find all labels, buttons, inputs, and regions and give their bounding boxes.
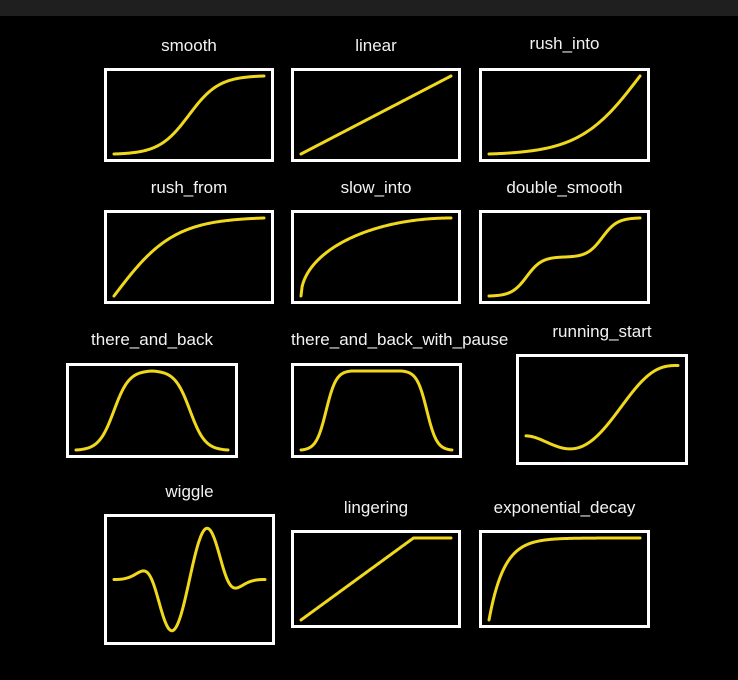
panel-label: wiggle	[165, 482, 214, 501]
curve-plot	[104, 210, 274, 304]
plot-frame	[66, 363, 238, 458]
plot-frame	[104, 68, 274, 162]
panel-exponential-decay: exponential_decay	[479, 498, 650, 628]
plot-frame	[291, 68, 461, 162]
curve-line	[112, 526, 267, 633]
curve-line	[299, 536, 453, 622]
plot-frame	[479, 210, 650, 304]
curve-plot	[479, 68, 650, 162]
panel-label: exponential_decay	[493, 498, 636, 517]
plot-frame	[479, 530, 650, 628]
curve-line	[487, 536, 642, 622]
curve-line	[487, 216, 642, 298]
plot-frame	[291, 530, 461, 628]
panel-label: there_and_back	[91, 330, 213, 349]
panel-wiggle: wiggle	[104, 482, 275, 645]
curve-line	[112, 74, 266, 156]
curve-line	[487, 74, 642, 156]
panel-label: lingering	[343, 498, 409, 517]
curve-plot	[516, 354, 688, 465]
curve-plot	[104, 514, 275, 645]
panel-label: slow_into	[340, 178, 412, 197]
curve-line	[524, 364, 680, 451]
panel-rush-from: rush_from	[104, 178, 274, 304]
plot-frame	[104, 514, 275, 645]
plot-frame	[291, 363, 462, 458]
panel-label: there_and_back_with_pause	[291, 330, 509, 349]
curve-plot	[291, 530, 461, 628]
panel-there-and-back: there_and_back	[66, 330, 238, 458]
plot-frame	[516, 354, 688, 465]
panel-running-start: running_start	[516, 322, 688, 465]
curve-plot	[479, 530, 650, 628]
panel-there-and-back-with-pause: there_and_back_with_pause	[291, 330, 509, 458]
curve-plot	[66, 363, 238, 458]
panel-label: double_smooth	[506, 178, 623, 197]
curve-line	[299, 216, 453, 298]
curve-line	[299, 74, 453, 156]
curve-plot	[104, 68, 274, 162]
curve-plot	[291, 68, 461, 162]
plot-frame	[104, 210, 274, 304]
curve-plot	[479, 210, 650, 304]
curve-plot	[291, 363, 462, 458]
panel-smooth: smooth	[104, 36, 274, 162]
panel-label: rush_into	[529, 34, 600, 53]
panel-rush-into: rush_into	[479, 34, 650, 162]
plot-frame	[291, 210, 461, 304]
curve-line	[74, 369, 230, 452]
curve-plot	[291, 210, 461, 304]
panel-label: linear	[355, 36, 397, 55]
panel-double-smooth: double_smooth	[479, 178, 650, 304]
panel-label: smooth	[161, 36, 217, 55]
panel-label: rush_from	[150, 178, 228, 197]
panel-slow-into: slow_into	[291, 178, 461, 304]
panel-linear: linear	[291, 36, 461, 162]
curve-line	[112, 216, 266, 298]
plot-frame	[479, 68, 650, 162]
curve-line	[299, 369, 454, 452]
panel-lingering: lingering	[291, 498, 461, 628]
top-bar	[0, 0, 738, 16]
panel-label: running_start	[552, 322, 652, 341]
